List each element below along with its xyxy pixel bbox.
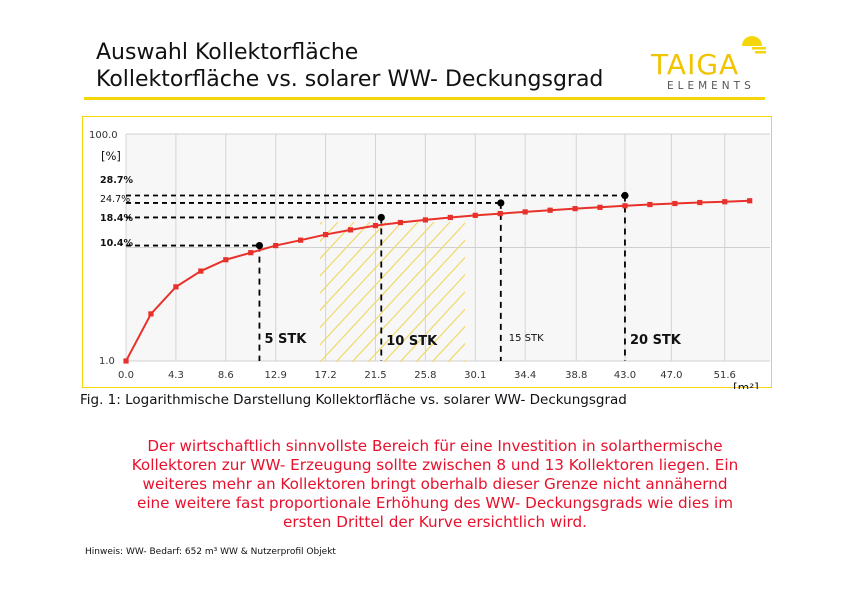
data-point	[148, 311, 154, 317]
x-tick-label: 17.2	[314, 370, 336, 381]
y-tick-label: 1.0	[99, 356, 115, 367]
series-line-path	[125, 199, 750, 362]
chart-frame: 0.0 4.3 8.6 12.9 17.2 21.5 25.8 30.1 34.4 38.8 43.…	[82, 116, 772, 389]
reference-point	[621, 191, 629, 200]
header-divider	[84, 97, 765, 100]
x-tick-label: 21.5	[364, 370, 386, 381]
chart-grid	[125, 133, 770, 362]
hatch-line	[320, 221, 435, 346]
data-point	[697, 199, 703, 206]
logo-subtitle: ELEMENTS	[667, 80, 755, 92]
footnote: Hinweis: WW- Bedarf: 652 m³ WW & Nutzerp…	[85, 547, 336, 557]
data-point	[722, 199, 728, 205]
x-tick-label: 51.6	[714, 370, 736, 381]
data-point	[597, 204, 603, 210]
reference-point	[497, 199, 505, 207]
y-tick-label: 100.0	[89, 130, 118, 141]
hatch-line	[383, 273, 465, 362]
sun-logo-icon	[742, 36, 766, 54]
x-tick-label: 4.3	[168, 370, 184, 381]
figure-caption: Fig. 1: Logarithmische Darstellung Kolle…	[80, 392, 627, 408]
hatch-line	[320, 221, 387, 294]
data-point	[322, 231, 329, 238]
percent-label: 18.4%	[100, 213, 133, 224]
percent-label: 24.7%	[100, 194, 130, 205]
chart-labels: 0.0 4.3 8.6 12.9 17.2 21.5 25.8 30.1 34.4 38.8 43.…	[89, 130, 759, 389]
hatch-line	[431, 325, 465, 362]
hatch-line	[335, 222, 465, 362]
stk-label: 20 STK	[630, 333, 682, 348]
percent-label: 10.4%	[100, 238, 133, 249]
hatch-line	[320, 221, 451, 362]
hatch-line	[320, 221, 403, 312]
data-point	[298, 237, 304, 243]
data-point	[372, 222, 379, 229]
stk-label: 15 STK	[509, 333, 544, 344]
data-point	[572, 206, 578, 212]
data-point	[497, 210, 503, 217]
data-point	[422, 217, 428, 223]
x-tick-label: 38.8	[565, 370, 587, 381]
series-line	[125, 199, 750, 362]
data-point	[198, 268, 204, 274]
data-point	[223, 257, 229, 263]
x-tick-label: 34.4	[514, 370, 536, 381]
x-tick-label: 0.0	[118, 370, 134, 381]
reference-lines	[126, 194, 626, 361]
logo: TAIGA	[651, 48, 740, 81]
note-line: Der wirtschaftlich sinnvollste Bereich f…	[147, 437, 723, 455]
stk-label: 5 STK	[264, 332, 307, 347]
data-point	[747, 198, 753, 204]
data-point	[522, 209, 528, 215]
x-tick-label: 47.0	[660, 370, 682, 381]
hatch-line	[351, 239, 465, 362]
hatch-line	[367, 256, 465, 362]
reference-point	[377, 213, 385, 222]
data-point	[622, 203, 628, 209]
reference-point	[255, 241, 264, 250]
hatch-line	[415, 308, 465, 362]
x-tick-label: 8.6	[218, 370, 234, 381]
x-tick-label: 12.9	[265, 370, 287, 381]
note-line: weiteres mehr an Kollektoren bringt ober…	[142, 475, 728, 493]
page-title-line-2: Kollektorfläche vs. solarer WW- Deckungs…	[96, 67, 604, 92]
note-paragraph: Der wirtschaftlich sinnvollste Bereich f…	[110, 437, 760, 532]
x-tick-label: 30.1	[464, 370, 486, 381]
data-point	[547, 207, 553, 213]
data-point	[672, 200, 678, 207]
page-title-line-1: Auswahl Kollektorfläche	[96, 40, 359, 65]
data-point	[447, 214, 453, 221]
data-point	[273, 242, 279, 249]
series-points	[123, 191, 753, 364]
data-point	[647, 201, 653, 208]
x-tick-label: 43.0	[614, 370, 636, 381]
note-line: Kollektoren zur WW- Erzeugung sollte zwi…	[131, 456, 739, 474]
data-point	[472, 212, 478, 218]
hatched-band	[320, 221, 465, 362]
x-tick-label: 25.8	[414, 370, 436, 381]
data-point	[397, 219, 404, 226]
hatch-line	[399, 291, 465, 362]
hatch-line	[320, 221, 371, 277]
stk-label: 10 STK	[386, 334, 438, 349]
percent-label: 28.7%	[100, 175, 133, 186]
note-line: eine weitere fast proportionale Erhöhung…	[136, 494, 734, 512]
data-point	[123, 358, 129, 364]
chart: 0.0 4.3 8.6 12.9 17.2 21.5 25.8 30.1 34.4 38.8 43.…	[89, 130, 770, 389]
y-axis-unit: [%]	[101, 149, 121, 163]
note-line: ersten Drittel der Kurve ersichtlich wir…	[283, 513, 587, 531]
hatch-line	[320, 221, 355, 260]
hatch-line	[320, 221, 419, 329]
x-axis-unit: [m²]	[733, 381, 759, 389]
data-point	[248, 250, 254, 256]
data-point	[173, 284, 179, 290]
data-point	[347, 227, 354, 233]
